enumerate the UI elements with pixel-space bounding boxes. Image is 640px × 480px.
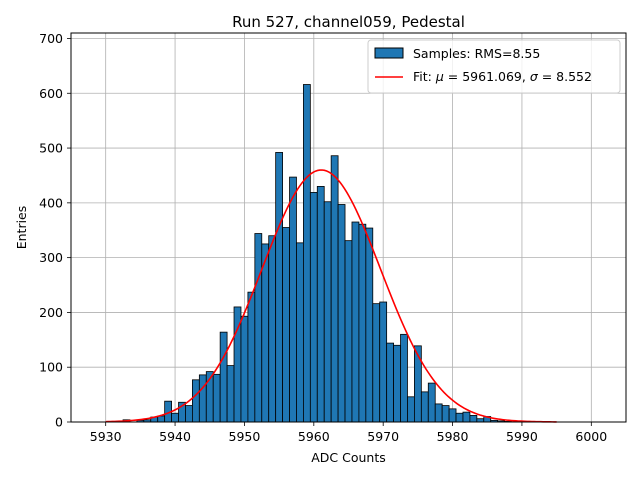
histogram-bar: [268, 235, 277, 423]
histogram-bar: [441, 405, 450, 423]
y-tick-label: 400: [39, 195, 63, 210]
histogram-bar: [344, 240, 353, 423]
y-tick-label: 500: [39, 141, 63, 156]
x-tick-label: 6000: [575, 429, 607, 444]
x-tick-label: 5980: [437, 429, 469, 444]
y-axis-label: Entries: [14, 206, 29, 250]
histogram-bar: [261, 243, 270, 423]
x-tick-label: 5960: [298, 429, 330, 444]
legend-fit-sigma-value: = 8.552: [538, 69, 592, 84]
histogram-bar: [247, 291, 256, 423]
y-axis-ticks: 0 100 200 300 400 500 600 700: [39, 31, 71, 430]
legend-samples-label: Samples: RMS=8.55: [413, 46, 540, 61]
histogram-bar: [171, 412, 179, 423]
histogram-bar: [379, 301, 388, 423]
y-tick-label: 300: [39, 250, 63, 265]
x-tick-label: 5950: [229, 429, 261, 444]
histogram-bar: [427, 382, 436, 423]
histogram-bar: [330, 155, 339, 423]
histogram-bar: [469, 415, 478, 423]
x-axis-ticks: 5930 5940 5950 5960 5970 5980 5990 6000: [90, 422, 607, 444]
histogram-bar: [240, 315, 249, 423]
histogram-bar: [448, 408, 457, 423]
legend: Samples: RMS=8.55 Fit: μ = 5961.069, σ =…: [367, 39, 621, 94]
plot-frame: [70, 32, 627, 423]
histogram-bar: [198, 374, 207, 423]
histogram-bar: [316, 186, 325, 423]
histogram-bar: [407, 396, 415, 423]
histogram-bar: [185, 405, 193, 423]
histogram-bar: [254, 233, 263, 423]
histogram-bar: [219, 331, 228, 423]
histogram-bar: [393, 344, 401, 423]
histogram-bar: [226, 365, 235, 423]
y-tick-label: 0: [55, 415, 63, 430]
fit-curve: [105, 169, 557, 423]
legend-fit-label: Fit: μ = 5961.069, σ = 8.552: [413, 69, 592, 84]
y-tick-label: 700: [39, 31, 63, 46]
y-tick-label: 600: [39, 86, 63, 101]
histogram-bar: [358, 223, 367, 423]
histogram-bar: [455, 412, 464, 423]
histogram-bar: [309, 192, 318, 423]
fit-curve-group: [105, 169, 557, 423]
histogram-bar: [212, 373, 221, 423]
legend-samples-patch: [374, 47, 404, 59]
legend-fit-prefix: Fit:: [413, 69, 436, 84]
histogram-bar: [275, 152, 283, 423]
y-tick-label: 200: [39, 305, 63, 320]
histogram-bar: [434, 403, 443, 423]
histogram-bar: [289, 176, 297, 423]
x-tick-label: 5940: [159, 429, 191, 444]
legend-box: [367, 39, 621, 94]
histogram-bar: [365, 227, 374, 423]
x-tick-label: 5990: [506, 429, 538, 444]
x-tick-label: 5970: [367, 429, 399, 444]
histogram-bar: [351, 221, 360, 423]
histogram-bar: [372, 303, 381, 423]
chart-title: Run 527, channel059, Pedestal: [232, 13, 465, 31]
legend-fit-sigma-symbol: σ: [530, 69, 539, 84]
x-tick-label: 5930: [90, 429, 122, 444]
histogram-bar: [420, 391, 429, 423]
histogram-bar: [414, 345, 422, 423]
histogram-bar: [337, 204, 346, 423]
histogram-bars: [122, 84, 512, 423]
histogram-bar: [296, 242, 304, 423]
histogram-bar: [282, 227, 290, 423]
histogram-bar: [462, 411, 471, 423]
histogram-bar: [386, 342, 394, 423]
histogram-bar: [400, 333, 408, 423]
x-axis-label: ADC Counts: [311, 450, 386, 465]
legend-fit-mu-value: = 5961.069,: [444, 69, 530, 84]
legend-fit-mu-symbol: μ: [435, 69, 444, 84]
histogram-bar: [323, 201, 332, 423]
y-tick-label: 100: [39, 360, 63, 375]
histogram-bar: [303, 84, 311, 423]
histogram-bar: [192, 379, 200, 423]
